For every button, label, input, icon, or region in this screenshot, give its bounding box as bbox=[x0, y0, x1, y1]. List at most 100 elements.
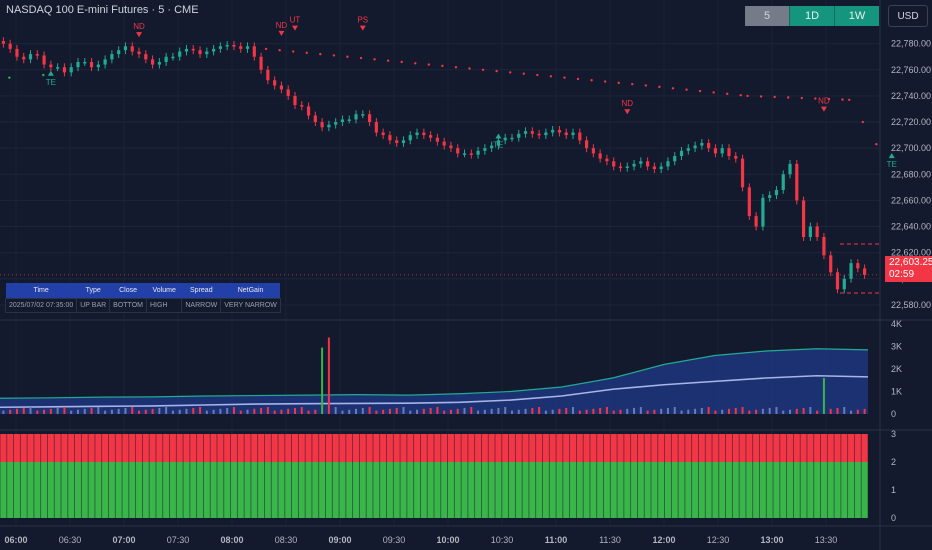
trend-dot bbox=[509, 71, 512, 74]
trend-dot bbox=[400, 60, 403, 64]
panel-tick-label: 0 bbox=[891, 513, 896, 523]
marker-label: ND bbox=[621, 99, 633, 108]
support-dot bbox=[8, 76, 11, 79]
trend-dot bbox=[373, 58, 376, 61]
volume-band-line bbox=[0, 348, 869, 399]
timeframe-1w-button[interactable]: 1W bbox=[834, 6, 879, 26]
trend-dot bbox=[746, 94, 749, 98]
volume-bar bbox=[239, 410, 242, 414]
volume-bar bbox=[76, 409, 79, 414]
trend-dot bbox=[739, 94, 742, 97]
volume-bar bbox=[287, 408, 290, 414]
panel-tick-label: 3 bbox=[891, 429, 896, 439]
volume-bar bbox=[477, 410, 480, 414]
volume-bar bbox=[341, 410, 344, 414]
trend-dot bbox=[468, 67, 471, 70]
volume-bar bbox=[687, 409, 690, 414]
trend-dot bbox=[454, 65, 458, 69]
candle-body bbox=[137, 51, 141, 55]
candle-body bbox=[388, 135, 392, 141]
candle-body bbox=[761, 197, 765, 227]
time-tick-label: 11:30 bbox=[599, 535, 621, 545]
volume-bar bbox=[599, 407, 602, 414]
candle-body bbox=[632, 163, 636, 167]
candle-body bbox=[727, 148, 731, 157]
candle-body bbox=[191, 48, 195, 51]
volume-bar bbox=[782, 410, 785, 414]
volume-bar bbox=[158, 407, 161, 414]
marker-label: TE bbox=[493, 141, 503, 150]
candle-body bbox=[476, 150, 480, 155]
candle-body bbox=[564, 132, 568, 136]
candle-body bbox=[442, 141, 446, 146]
currency-button[interactable]: USD bbox=[888, 5, 928, 27]
info-cell-spread: NARROW bbox=[181, 298, 222, 313]
volume-bar bbox=[660, 408, 663, 414]
candle-body bbox=[361, 114, 365, 116]
candle-body bbox=[666, 161, 670, 167]
candle-body bbox=[795, 163, 799, 201]
candle-body bbox=[801, 200, 806, 238]
candle-body bbox=[829, 255, 833, 273]
candle-body bbox=[212, 48, 216, 52]
timeframe-bar: 5 1D 1W bbox=[745, 6, 879, 26]
time-tick-label: 10:30 bbox=[491, 535, 514, 545]
candle-body bbox=[225, 44, 229, 47]
volume-bar bbox=[15, 408, 18, 414]
candle-body bbox=[551, 129, 555, 133]
candle-body bbox=[306, 106, 311, 116]
volume-bar bbox=[422, 408, 425, 414]
time-tick-label: 09:00 bbox=[328, 535, 351, 545]
bars-panel bbox=[0, 434, 869, 518]
candle-body bbox=[184, 48, 189, 52]
volume-bar bbox=[232, 407, 235, 414]
candle-body bbox=[313, 115, 317, 123]
volume-bar bbox=[748, 410, 751, 414]
volume-bar bbox=[775, 407, 778, 414]
volume-bar bbox=[110, 409, 113, 414]
volume-bar bbox=[565, 407, 568, 414]
candle-body bbox=[401, 140, 406, 143]
candle-body bbox=[591, 148, 595, 154]
volume-bar bbox=[402, 407, 405, 414]
time-axis[interactable]: 06:00 06:30 07:00 07:30 08:00 08:30 09:00 09:30… bbox=[4, 535, 837, 545]
candle-body bbox=[69, 67, 73, 73]
candle-body bbox=[503, 137, 507, 141]
trend-dot bbox=[278, 49, 281, 52]
volume-bar bbox=[124, 407, 127, 414]
candle-body bbox=[422, 132, 426, 136]
info-cell-type: UP BAR bbox=[76, 298, 111, 313]
trend-dot bbox=[536, 73, 539, 77]
candle-body bbox=[415, 132, 419, 136]
timeframe-5-button[interactable]: 5 bbox=[745, 6, 789, 26]
candle-body bbox=[781, 174, 785, 190]
volume-tick-label: 0 bbox=[891, 409, 896, 419]
info-header-type: Type bbox=[76, 283, 110, 299]
volume-bar bbox=[843, 407, 846, 414]
volume-bar bbox=[768, 407, 771, 414]
volume-bar bbox=[538, 407, 541, 414]
price-tick-label: 22,580.00 bbox=[891, 300, 931, 310]
volume-bar bbox=[741, 407, 744, 414]
symbol-title: NASDAQ 100 E-mini Futures · 5 · CME bbox=[6, 4, 199, 16]
price-axis[interactable]: 22,780.00 22,760.00 22,740.00 22,720.00 22,7… bbox=[891, 39, 931, 523]
timeframe-1d-button[interactable]: 1D bbox=[789, 6, 834, 26]
candle-body bbox=[327, 124, 331, 128]
marker-label: ND bbox=[276, 21, 288, 30]
volume-bar bbox=[307, 410, 310, 414]
candle-body bbox=[544, 132, 548, 136]
info-header-netgain: NetGain bbox=[220, 283, 281, 299]
info-header-volume: Volume bbox=[146, 283, 182, 299]
candle-body bbox=[707, 142, 711, 149]
volume-bar bbox=[619, 409, 622, 414]
candle-body bbox=[490, 145, 494, 149]
candle-body bbox=[150, 59, 155, 65]
trend-dots bbox=[8, 47, 878, 146]
trend-dot bbox=[264, 47, 268, 51]
candle-body bbox=[320, 122, 324, 128]
trend-dot bbox=[861, 120, 865, 124]
volume-bar bbox=[280, 409, 283, 414]
price-tick-label: 22,720.00 bbox=[891, 117, 931, 127]
volume-bar bbox=[375, 410, 378, 414]
